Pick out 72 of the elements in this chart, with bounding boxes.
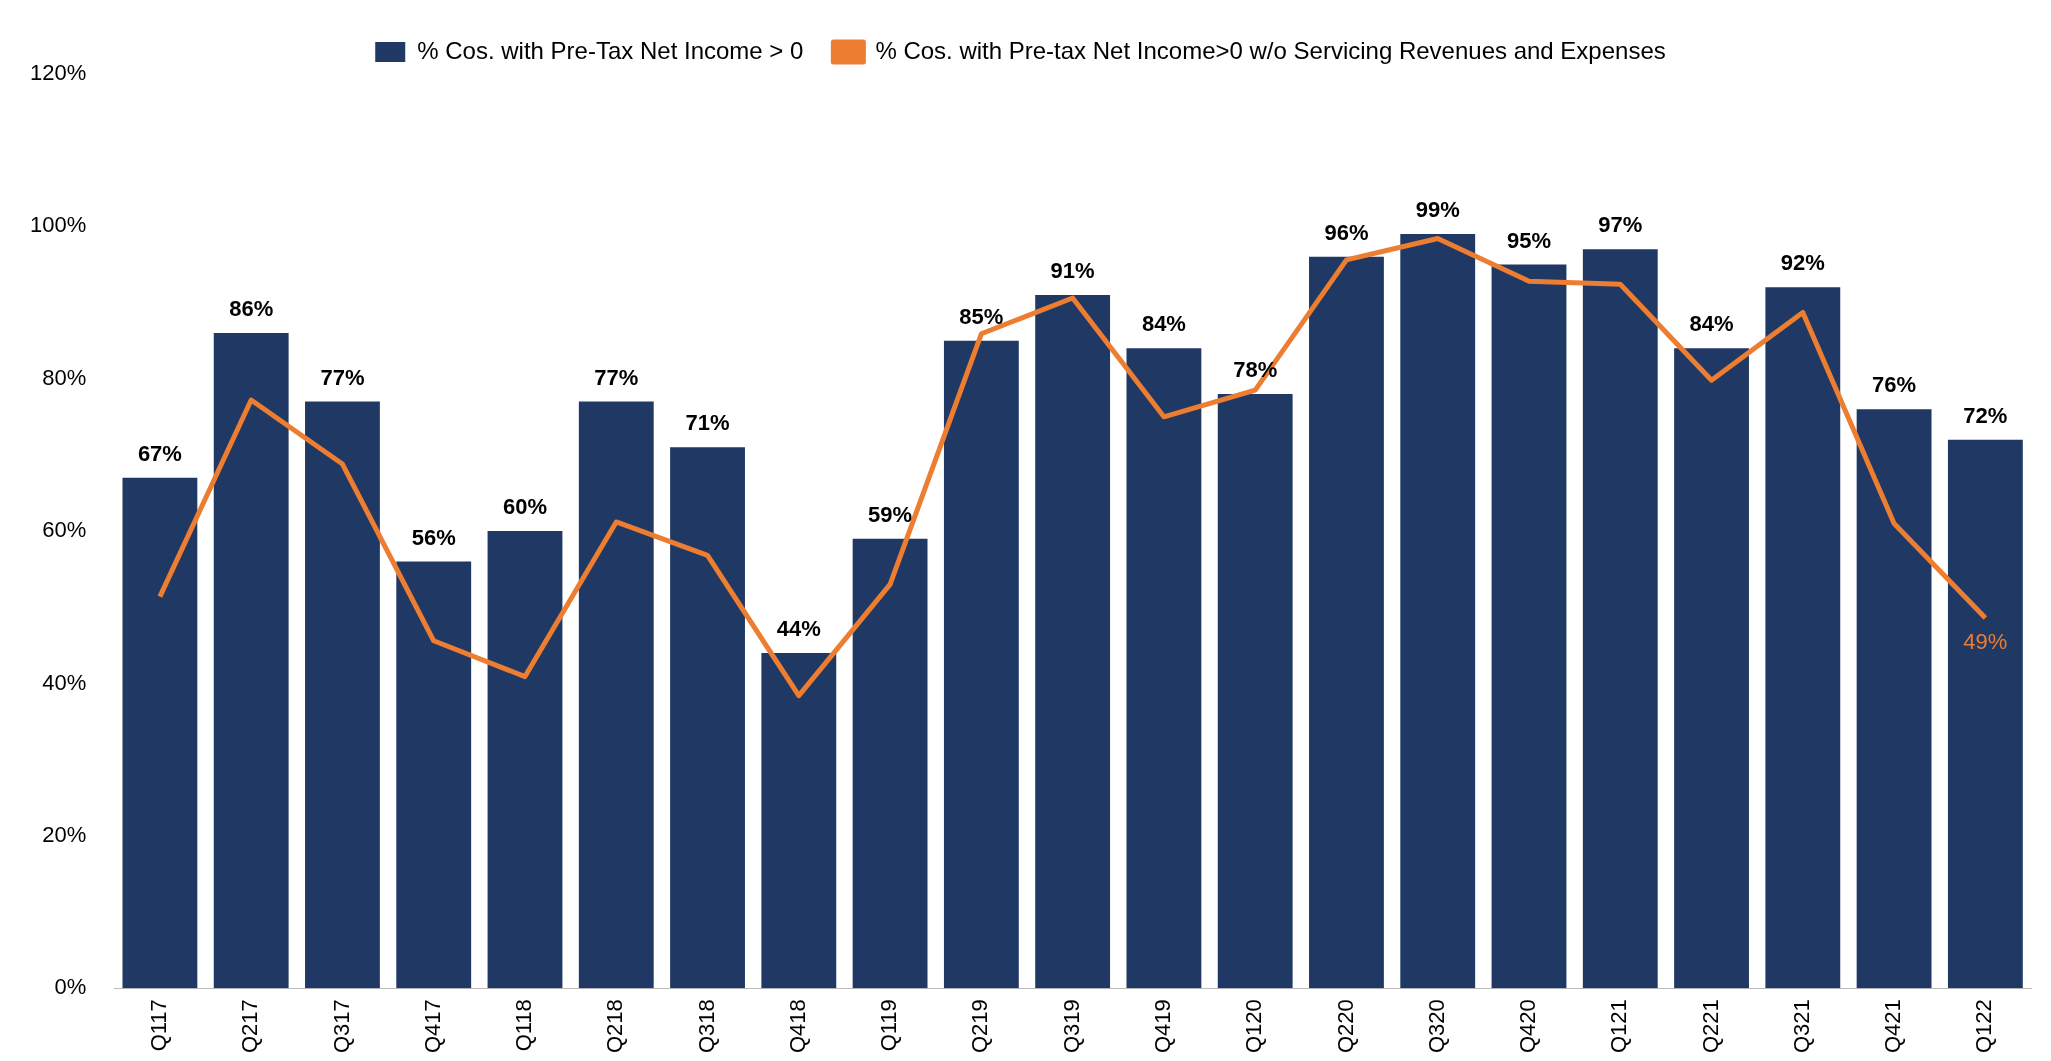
bar [305, 401, 380, 989]
bar [1491, 264, 1567, 989]
data-label: 86% [229, 296, 274, 322]
data-label: 77% [320, 364, 365, 390]
x-tick-label: Q420 [1515, 999, 1541, 1054]
data-label: 49% [1963, 629, 2008, 654]
bar [1126, 348, 1202, 989]
bar [1765, 287, 1841, 989]
bar [1400, 233, 1476, 989]
legend-label: % Cos. with Pre-tax Net Income>0 w/o Servicing Revenues and Expenses [875, 36, 1666, 64]
data-label: 84% [1141, 311, 1186, 337]
bar [396, 561, 472, 989]
bar [1035, 294, 1111, 989]
x-tick-label: Q418 [784, 999, 810, 1054]
x-tick-label: Q421 [1880, 999, 1906, 1054]
x-tick-label: Q419 [1149, 999, 1175, 1054]
bar [943, 340, 1019, 989]
data-label: 84% [1689, 311, 1734, 337]
x-tick-label: Q117 [145, 999, 171, 1052]
y-tick-label: 120% [29, 60, 87, 86]
bar [761, 652, 837, 989]
bar [1309, 256, 1384, 989]
y-tick-label: 20% [42, 821, 87, 847]
data-label: 97% [1598, 212, 1643, 238]
bar [487, 531, 563, 989]
y-tick-label: 80% [42, 364, 87, 390]
x-tick-label: Q317 [328, 999, 354, 1054]
x-tick-label: Q217 [237, 999, 263, 1054]
x-tick-label: Q320 [1423, 999, 1449, 1054]
data-label: 77% [594, 364, 639, 390]
data-label: 85% [959, 303, 1004, 329]
x-tick-label: Q220 [1332, 999, 1358, 1054]
y-tick-label: 100% [29, 212, 87, 238]
x-tick-label: Q121 [1606, 999, 1632, 1054]
bar [670, 447, 745, 989]
bar [852, 538, 928, 989]
bar [1856, 409, 1932, 989]
legend-label: % Cos. with Pre-Tax Net Income > 0 [417, 36, 804, 64]
data-label: 76% [1872, 372, 1917, 398]
bar [1217, 393, 1293, 989]
data-label: 95% [1506, 227, 1552, 253]
data-label: 91% [1050, 257, 1095, 283]
x-tick-label: Q119 [876, 999, 902, 1052]
x-tick-label: Q118 [511, 999, 537, 1052]
x-tick-label: Q120 [1241, 999, 1267, 1054]
x-tick-label: Q122 [1971, 999, 1997, 1054]
data-label: 72% [1963, 402, 2008, 428]
data-label: 71% [685, 410, 730, 436]
data-label: 92% [1780, 250, 1825, 276]
bar [213, 333, 289, 989]
data-label: 67% [137, 440, 182, 466]
x-tick-label: Q319 [1058, 999, 1084, 1054]
bar [1947, 439, 2023, 989]
bar [578, 401, 654, 989]
x-tick-label: Q221 [1697, 999, 1723, 1054]
x-tick-label: Q318 [693, 999, 719, 1054]
data-label: 99% [1415, 197, 1460, 223]
y-tick-label: 40% [42, 669, 87, 695]
bar [122, 477, 198, 989]
bar [1582, 249, 1658, 989]
x-tick-label: Q321 [1788, 999, 1814, 1054]
x-tick-label: Q417 [419, 999, 445, 1054]
data-label: 44% [776, 616, 821, 642]
data-label: 59% [868, 501, 913, 527]
y-tick-label: 60% [42, 517, 87, 543]
x-tick-label: Q218 [602, 999, 628, 1054]
data-label: 56% [411, 524, 456, 550]
y-tick-label: 0% [54, 974, 87, 1000]
bar [1674, 348, 1749, 989]
data-label: 60% [502, 494, 548, 520]
x-tick-label: Q219 [967, 999, 993, 1054]
data-label: 96% [1324, 219, 1369, 245]
